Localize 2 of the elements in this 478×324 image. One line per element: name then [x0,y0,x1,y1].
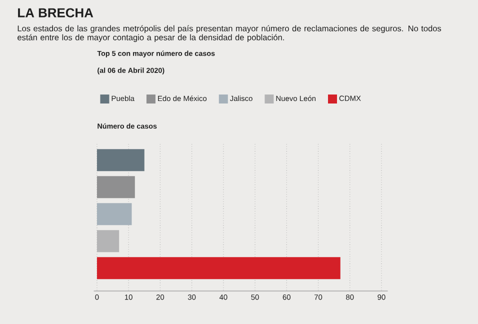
chart-subtitle: Los estados de las grandes metrópolis del país presentan mayor número de reclamaciones de seguros. No todos están entre los de mayor contagio a pesar de la densidad de población. [18,25,442,42]
chart-title: LA BRECHA [18,8,94,18]
